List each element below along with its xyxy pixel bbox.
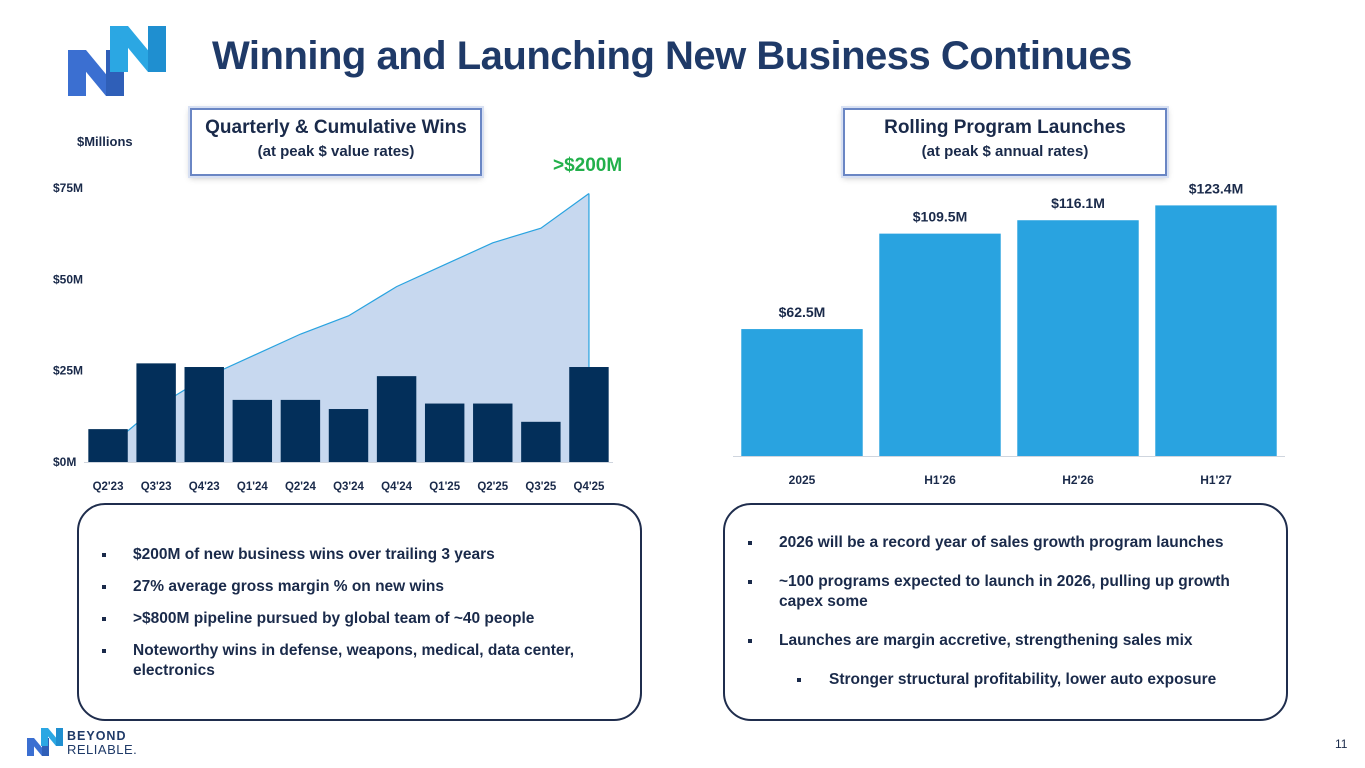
right-chart-title: Rolling Program Launches: [884, 117, 1126, 138]
x-tick-label: Q3'23: [141, 481, 172, 493]
left-chart-title: Quarterly & Cumulative Wins: [205, 117, 467, 138]
quarterly-wins-chart: $0M $25M $50M $75M Q2'23 Q3'23 Q4'23 Q1'24 Q2'24…: [53, 181, 613, 493]
company-logo-icon: [68, 26, 166, 96]
list-item: >$800M pipeline pursued by global team o…: [79, 609, 640, 629]
x-tick-label: H2'26: [1062, 473, 1094, 487]
quarterly-bar: [88, 429, 128, 462]
data-label: $116.1M: [1051, 195, 1105, 211]
footer-brand-line1: BEYOND: [67, 729, 127, 743]
data-label: $109.5M: [913, 209, 967, 225]
footer-logo-icon: [27, 728, 63, 756]
left-bullet-panel: $200M of new business wins over trailing…: [77, 503, 642, 721]
right-bullet-panel: 2026 will be a record year of sales grow…: [723, 503, 1288, 721]
y-tick-label: $75M: [53, 181, 83, 195]
cumulative-callout: >$200M: [553, 155, 623, 176]
page-number: 11: [1335, 737, 1348, 751]
left-bullet-list: $200M of new business wins over trailing…: [79, 545, 640, 693]
quarterly-bar: [569, 367, 609, 462]
left-chart-subtitle: (at peak $ value rates): [257, 143, 415, 160]
quarterly-bar: [328, 409, 369, 462]
quarterly-bar: [136, 363, 176, 462]
x-tick-label: Q1'24: [237, 481, 268, 493]
x-tick-label: Q2'23: [93, 481, 124, 493]
list-item: Launches are margin accretive, strengthe…: [725, 631, 1286, 651]
quarterly-bar: [232, 399, 273, 462]
quarterly-bar: [184, 367, 224, 462]
list-item: 27% average gross margin % on new wins: [79, 577, 640, 597]
x-tick-label: Q4'23: [189, 481, 220, 493]
right-chart-title-box: Rolling Program Launches (at peak $ annu…: [843, 108, 1167, 176]
list-item: Noteworthy wins in defense, weapons, med…: [79, 641, 640, 681]
x-tick-label: Q2'24: [285, 481, 316, 493]
y-axis-units-label: $Millions: [77, 134, 133, 149]
quarterly-bar: [376, 376, 417, 462]
x-tick-label: H1'26: [924, 473, 956, 487]
list-item: $200M of new business wins over trailing…: [79, 545, 640, 565]
x-tick-label: Q2'25: [477, 481, 508, 493]
x-tick-label: Q4'24: [381, 481, 412, 493]
x-tick-label: Q3'24: [333, 481, 364, 493]
footer-brand-line2: RELIABLE.: [67, 742, 138, 757]
x-tick-label: Q3'25: [525, 481, 556, 493]
y-tick-label: $0M: [53, 455, 76, 469]
launch-bar: [741, 329, 863, 456]
launch-bar: [1155, 205, 1277, 456]
left-chart-title-box: Quarterly & Cumulative Wins (at peak $ v…: [190, 108, 482, 176]
data-label: $62.5M: [779, 304, 826, 320]
x-tick-label: 2025: [789, 473, 816, 487]
launch-bar: [879, 233, 1001, 456]
right-chart-subtitle: (at peak $ annual rates): [921, 143, 1089, 160]
page-title: Winning and Launching New Business Conti…: [212, 34, 1132, 78]
quarterly-bar: [424, 403, 465, 462]
y-tick-label: $25M: [53, 364, 83, 378]
x-tick-label: H1'27: [1200, 473, 1232, 487]
quarterly-bar: [521, 421, 561, 462]
right-bullet-list: 2026 will be a record year of sales grow…: [725, 533, 1286, 709]
launch-bar: [1017, 220, 1139, 456]
x-tick-label: Q4'25: [574, 481, 605, 493]
footer-brand: BEYOND RELIABLE.: [27, 728, 167, 758]
list-item: 2026 will be a record year of sales grow…: [725, 533, 1286, 553]
list-item: ~100 programs expected to launch in 2026…: [725, 572, 1286, 612]
y-tick-label: $50M: [53, 272, 83, 286]
cumulative-area: [108, 193, 589, 463]
list-item: Stronger structural profitability, lower…: [725, 670, 1286, 690]
program-launches-chart: $62.5M 2025 $109.5M H1'26 $116.1M H2'26 $123.4…: [733, 180, 1285, 487]
data-label: $123.4M: [1189, 180, 1243, 196]
quarterly-bar: [280, 399, 321, 462]
quarterly-bar: [473, 403, 513, 462]
x-tick-label: Q1'25: [429, 481, 460, 493]
